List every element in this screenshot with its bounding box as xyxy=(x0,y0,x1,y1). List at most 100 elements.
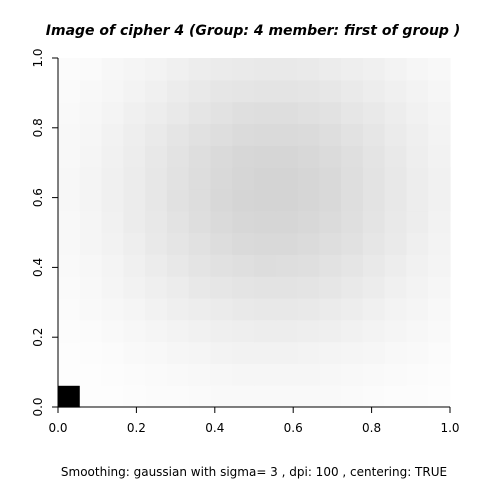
heatmap-cell xyxy=(319,145,342,168)
heatmap-cell xyxy=(232,123,255,146)
heatmap-cell xyxy=(79,276,103,299)
heatmap-cell xyxy=(58,210,81,234)
heatmap-cell xyxy=(275,101,299,125)
heatmap-cell xyxy=(58,145,81,168)
heatmap-cell xyxy=(362,319,386,343)
heatmap-cell xyxy=(384,123,408,146)
heatmap-cell xyxy=(362,167,386,190)
heatmap-cell xyxy=(145,319,168,343)
heatmap-cell xyxy=(362,79,386,103)
heatmap-cell xyxy=(275,167,299,190)
heatmap-cell xyxy=(101,385,124,408)
heatmap-cell xyxy=(101,232,124,255)
heatmap-cell xyxy=(232,297,255,321)
heatmap-cell xyxy=(341,363,364,386)
heatmap-cell xyxy=(297,341,320,364)
y-tick-label: 0.4 xyxy=(31,258,45,277)
heatmap-cell xyxy=(145,145,168,168)
heatmap-cell xyxy=(341,210,364,234)
heatmap-cell xyxy=(319,79,342,103)
heatmap-cell xyxy=(232,319,255,343)
y-tick-label: 0.0 xyxy=(31,397,45,416)
heatmap-cell xyxy=(166,188,190,212)
heatmap-cell xyxy=(188,254,212,277)
heatmap-cell xyxy=(384,385,408,408)
heatmap-cell xyxy=(319,123,342,146)
heatmap-cell xyxy=(79,363,103,386)
heatmap-cell xyxy=(341,188,364,212)
heatmap-cell xyxy=(319,276,342,299)
heatmap-cell xyxy=(166,297,190,321)
heatmap-cell xyxy=(58,58,81,81)
heatmap-cell xyxy=(406,254,429,277)
heatmap-cell xyxy=(297,210,320,234)
heatmap-cell xyxy=(297,58,320,81)
heatmap-cell xyxy=(232,79,255,103)
heatmap-cell xyxy=(145,341,168,364)
heatmap-cell xyxy=(297,79,320,103)
heatmap-cell xyxy=(428,79,451,103)
heatmap-cell xyxy=(188,210,212,234)
y-tick-label: 0.6 xyxy=(31,188,45,207)
heatmap-cell xyxy=(79,341,103,364)
heatmap-cell xyxy=(341,297,364,321)
heatmap-cell xyxy=(79,210,103,234)
heatmap-cell xyxy=(406,210,429,234)
heatmap-cell xyxy=(210,101,233,125)
heatmap-cell xyxy=(58,385,81,408)
heatmap-cell xyxy=(406,297,429,321)
heatmap-cell xyxy=(232,188,255,212)
heatmap-cell xyxy=(123,123,146,146)
heatmap-cell xyxy=(166,210,190,234)
heatmap-cell xyxy=(101,145,124,168)
heatmap-cell xyxy=(384,297,408,321)
heatmap-cell xyxy=(145,232,168,255)
heatmap-cell xyxy=(297,167,320,190)
heatmap-cell xyxy=(428,188,451,212)
heatmap-cell xyxy=(428,123,451,146)
heatmap-cell xyxy=(275,319,299,343)
heatmap-cell xyxy=(210,276,233,299)
chart-title: Image of cipher 4 (Group: 4 member: firs… xyxy=(46,23,460,39)
heatmap-cell xyxy=(232,363,255,386)
heatmap-cell xyxy=(428,58,451,81)
x-axis: 0.0 0.2 0.4 0.6 0.8 1.0 xyxy=(48,406,460,435)
y-tick-label: 0.8 xyxy=(31,118,45,137)
heatmap-cell xyxy=(101,341,124,364)
heatmap-cell xyxy=(275,58,299,81)
heatmap-cell xyxy=(210,385,233,408)
heatmap-cell xyxy=(232,254,255,277)
heatmap-cell xyxy=(297,276,320,299)
heatmap-cell xyxy=(319,167,342,190)
heatmap-cell xyxy=(101,210,124,234)
heatmap-cell xyxy=(341,232,364,255)
heatmap-cell xyxy=(145,276,168,299)
heatmap-cell xyxy=(58,79,81,103)
heatmap-cell xyxy=(210,319,233,343)
heatmap-cell xyxy=(166,58,190,81)
heatmap-cell xyxy=(362,254,386,277)
heatmap-cell xyxy=(275,254,299,277)
heatmap-cell xyxy=(123,210,146,234)
heatmap-cell xyxy=(210,341,233,364)
heatmap-cell xyxy=(101,79,124,103)
heatmap-cell xyxy=(188,341,212,364)
heatmap-cell xyxy=(210,145,233,168)
heatmap-cell xyxy=(384,232,408,255)
heatmap-cell xyxy=(79,319,103,343)
heatmap-cell xyxy=(232,232,255,255)
heatmap-cell xyxy=(384,79,408,103)
heatmap-cell xyxy=(384,319,408,343)
heatmap-cell xyxy=(188,188,212,212)
heatmap-cell xyxy=(58,188,81,212)
heatmap-cell xyxy=(123,276,146,299)
heatmap-cell xyxy=(254,363,277,386)
heatmap-cell xyxy=(428,297,451,321)
heatmap-cell xyxy=(428,363,451,386)
heatmap-cell xyxy=(166,254,190,277)
heatmap-cell xyxy=(254,58,277,81)
heatmap-cell xyxy=(123,145,146,168)
heatmap-cell xyxy=(58,276,81,299)
heatmap-cell xyxy=(166,123,190,146)
heatmap-cell xyxy=(145,363,168,386)
